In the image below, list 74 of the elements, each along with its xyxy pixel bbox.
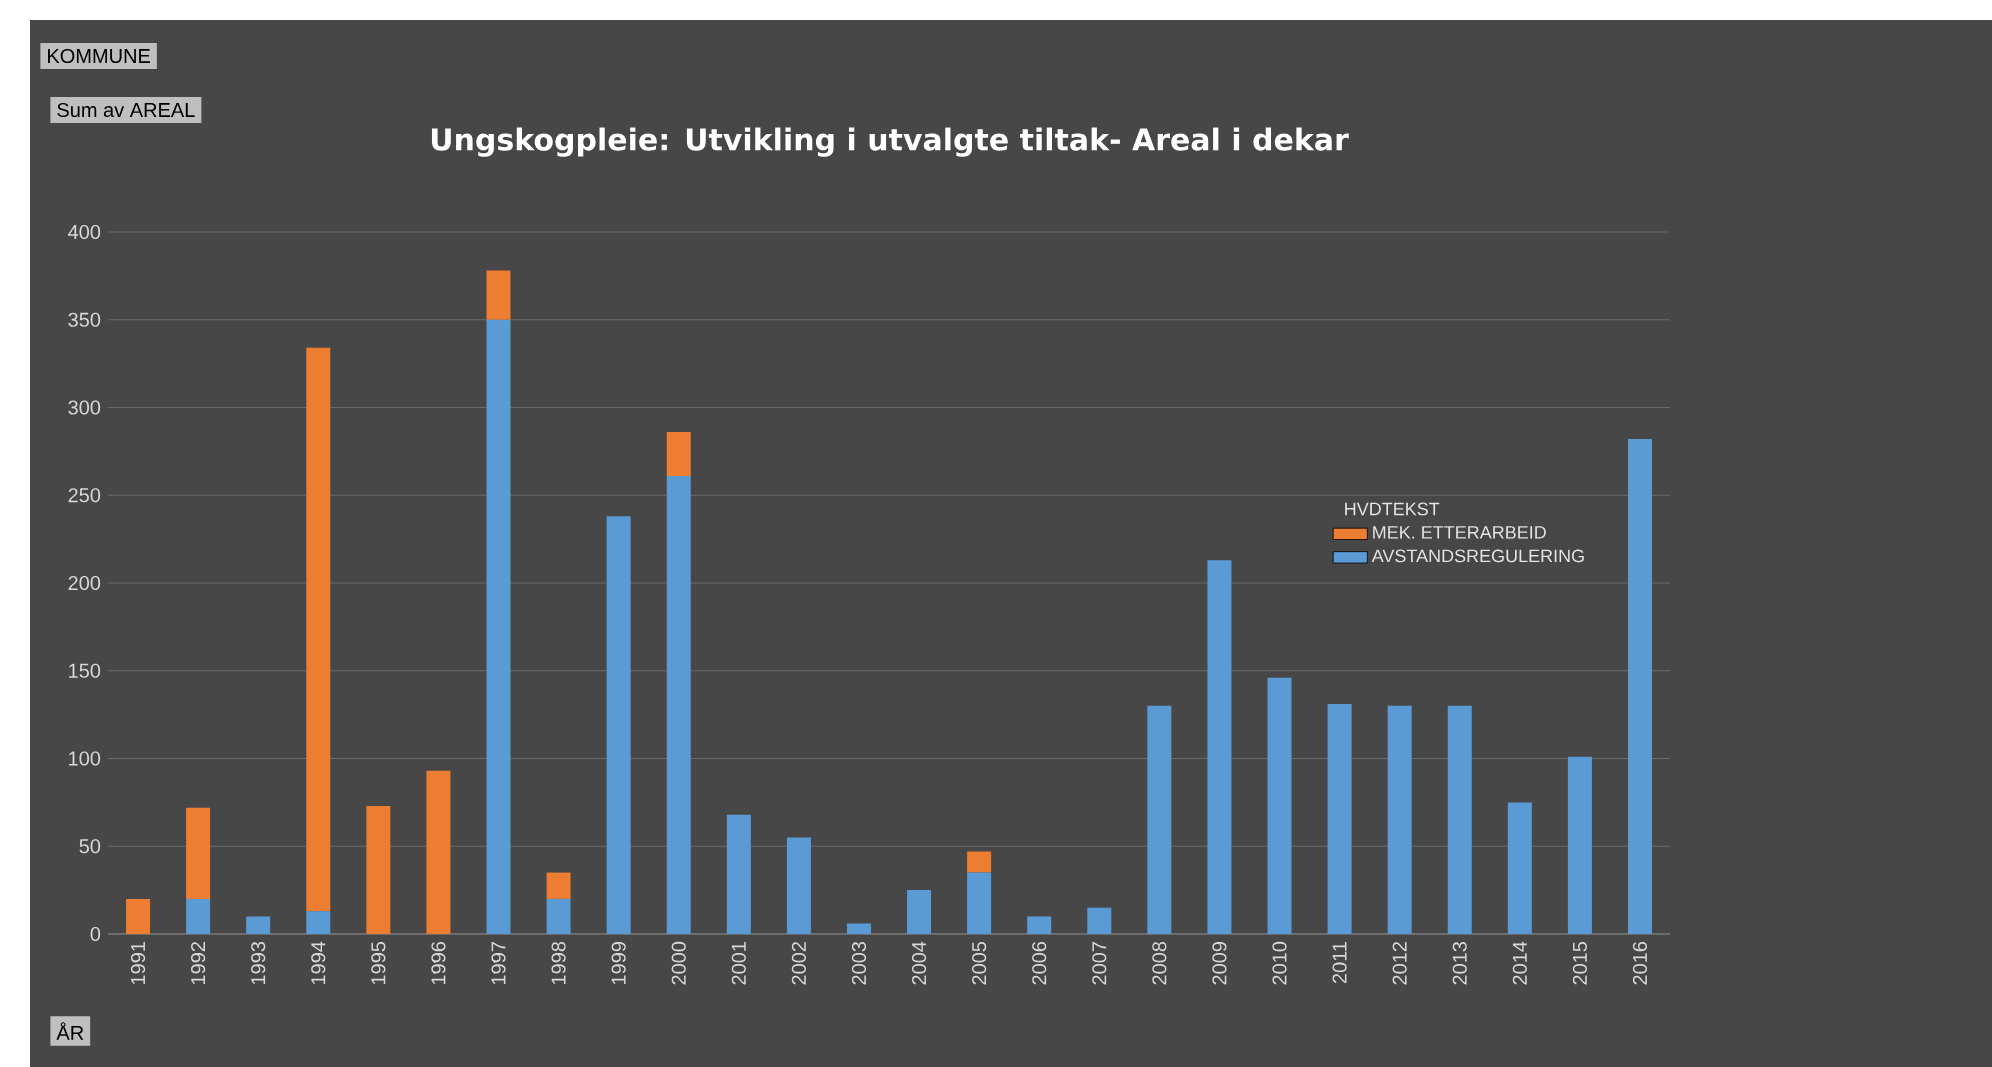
x-tick-label: 2014 (1512, 941, 1527, 985)
x-tick-label: 2006 (1032, 941, 1047, 985)
bar (1627, 439, 1652, 934)
y-tick-label: 100 (69, 751, 101, 766)
x-tick-label: 1997 (491, 942, 506, 985)
bar (426, 770, 451, 934)
bar (1087, 907, 1112, 934)
bar (366, 805, 391, 934)
x-tick-label: 1996 (431, 941, 446, 985)
x-tick-label: 2016 (1632, 941, 1648, 985)
bar (1447, 705, 1472, 934)
text: KOMMUNE (48, 48, 150, 64)
bar (1147, 705, 1172, 934)
y-tick-label: 400 (68, 224, 101, 240)
legend-label: MEK. ETTERARBEID (1373, 526, 1546, 539)
bar (907, 890, 932, 934)
x-tick-label: 1993 (251, 941, 266, 985)
x-tick-label: 2005 (972, 941, 987, 985)
bar (546, 872, 571, 899)
x-tick-label: 2000 (671, 941, 686, 985)
bar (306, 911, 331, 934)
x-tick-label: 2008 (1152, 941, 1167, 985)
text: Sum av AREAL (57, 102, 195, 118)
bar (126, 898, 151, 934)
bar (1507, 802, 1532, 934)
x-tick-label: 2002 (791, 942, 806, 985)
bar (186, 898, 211, 934)
x-tick-label: 2011 (1332, 942, 1347, 984)
x-tick-label: 1999 (611, 942, 626, 985)
y-tick-label: 250 (68, 488, 101, 503)
bar (186, 807, 211, 899)
text: ÅR (56, 1022, 84, 1040)
x-tick-label: 1992 (191, 942, 206, 985)
legend-label: AVSTANDSREGULERING (1371, 549, 1584, 563)
y-tick-label: 150 (69, 663, 101, 678)
bar (1567, 756, 1592, 934)
x-tick-label: 2007 (1092, 942, 1107, 985)
bar (726, 814, 751, 934)
bar (846, 923, 871, 934)
legend-title: HVDTEKST (1345, 502, 1440, 516)
y-tick-label: 300 (68, 400, 101, 415)
bar (246, 916, 271, 934)
bar (546, 898, 571, 934)
x-tick-label: 2013 (1452, 941, 1467, 985)
bar (786, 837, 811, 934)
x-tick-label: 1998 (551, 941, 566, 985)
bar (1207, 560, 1232, 934)
bar (486, 270, 511, 320)
y-tick-label: 350 (68, 312, 101, 327)
bar (666, 475, 691, 934)
x-tick-label: 2004 (911, 941, 927, 985)
x-tick-label: 2010 (1272, 941, 1287, 985)
x-tick-label: 2003 (851, 941, 867, 985)
x-tick-label: 2015 (1572, 941, 1587, 985)
bar (606, 516, 631, 934)
x-tick-label: 1995 (371, 941, 386, 985)
y-tick-label: 0 (90, 926, 101, 942)
chart-title: Ungskogpleie: Utvikling i utvalgte tiltak- Areal i dekar (431, 127, 1349, 157)
bar (1027, 916, 1052, 934)
x-tick-label: 2009 (1212, 942, 1227, 985)
bar (967, 872, 992, 934)
bar (486, 319, 511, 934)
bar (967, 851, 992, 873)
x-tick-label: 1994 (311, 941, 326, 985)
x-tick-label: 1991 (130, 942, 146, 985)
bar (1387, 705, 1412, 934)
bar (666, 432, 691, 476)
bar (306, 347, 331, 912)
bar (1327, 704, 1352, 934)
y-tick-label: 200 (68, 575, 101, 591)
bar (1267, 677, 1292, 934)
x-tick-label: 2001 (731, 942, 746, 985)
y-tick-label: 50 (79, 839, 101, 854)
x-tick-label: 2012 (1392, 942, 1407, 985)
